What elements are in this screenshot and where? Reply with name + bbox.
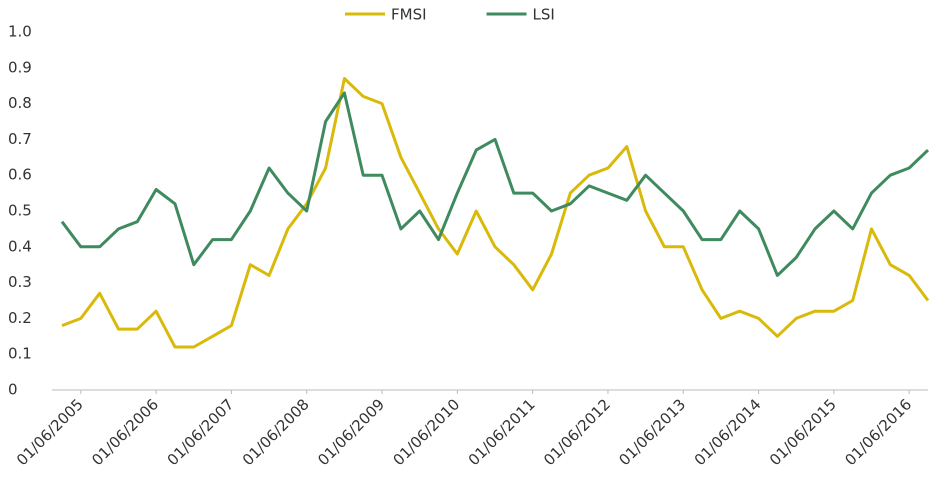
legend-label: FMSI bbox=[391, 6, 427, 24]
series-line bbox=[60, 91, 930, 277]
y-tick-label: 1.0 bbox=[8, 23, 32, 41]
x-tick-label: 01/06/2008 bbox=[239, 395, 313, 469]
y-tick-label: 0.5 bbox=[8, 202, 32, 220]
x-tick-label: 01/06/2010 bbox=[389, 395, 463, 469]
x-tick-label: 01/06/2012 bbox=[540, 395, 614, 469]
x-tick-label: 01/06/2011 bbox=[465, 395, 539, 469]
x-tick-label: 01/06/2013 bbox=[615, 395, 689, 469]
y-tick-label: 0.2 bbox=[8, 309, 32, 327]
y-tick-label: 0 bbox=[8, 381, 18, 399]
series-line bbox=[61, 77, 930, 349]
y-tick-label: 0.1 bbox=[8, 345, 32, 363]
y-tick-label: 0.8 bbox=[8, 94, 32, 112]
y-tick-label: 0.9 bbox=[8, 58, 32, 76]
y-tick-label: 0.3 bbox=[8, 273, 32, 291]
legend-label: LSI bbox=[533, 6, 555, 24]
y-tick-label: 0.7 bbox=[8, 130, 32, 148]
x-tick-label: 01/06/2016 bbox=[841, 395, 915, 469]
x-tick-label: 01/06/2015 bbox=[766, 395, 840, 469]
x-tick-label: 01/06/2005 bbox=[13, 395, 87, 469]
x-tick-label: 01/06/2006 bbox=[88, 395, 162, 469]
x-tick-label: 01/06/2007 bbox=[164, 395, 238, 469]
y-tick-label: 0.4 bbox=[8, 237, 32, 255]
x-tick-label: 01/06/2014 bbox=[691, 395, 765, 469]
x-tick-label: 01/06/2009 bbox=[314, 395, 388, 469]
y-tick-label: 0.6 bbox=[8, 166, 32, 184]
